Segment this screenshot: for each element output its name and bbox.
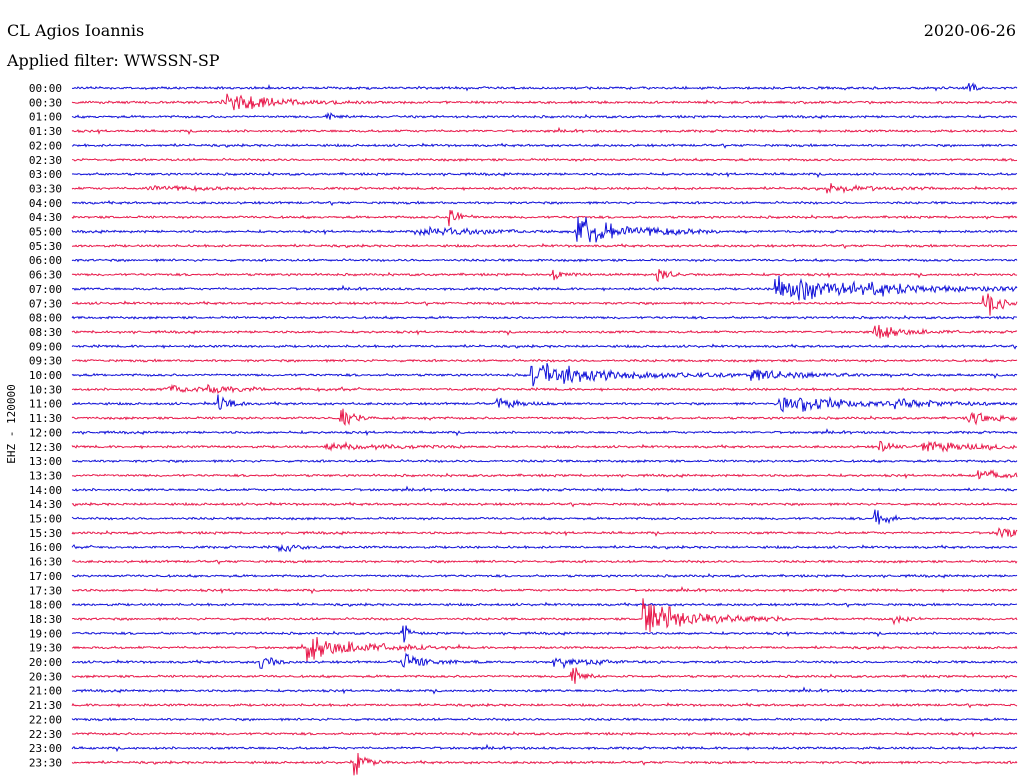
seismogram-trace xyxy=(72,183,1017,193)
seismogram-trace xyxy=(72,637,1017,662)
seismogram-trace xyxy=(72,325,1017,338)
row-time-label: 04:30 xyxy=(29,211,62,224)
seismogram-trace xyxy=(72,528,1017,536)
seismogram-trace xyxy=(72,745,1017,751)
row-time-label: 11:00 xyxy=(29,398,62,411)
row-time-label: 18:30 xyxy=(29,613,62,626)
seismogram-trace xyxy=(72,158,1017,161)
row-time-label: 14:30 xyxy=(29,498,62,511)
row-time-label: 02:30 xyxy=(29,154,62,167)
seismogram-trace xyxy=(72,409,1017,425)
row-time-label: 13:30 xyxy=(29,469,62,482)
seismogram-trace xyxy=(72,244,1017,248)
row-time-label: 17:00 xyxy=(29,570,62,583)
seismogram-trace xyxy=(72,294,1017,316)
seismogram-trace xyxy=(72,545,1017,551)
seismogram-trace xyxy=(72,654,1017,668)
row-time-label: 20:30 xyxy=(29,670,62,683)
y-axis-label: EHZ - 120000 xyxy=(5,384,18,463)
seismogram-trace xyxy=(72,703,1017,707)
seismogram-trace xyxy=(72,732,1017,736)
seismogram-trace xyxy=(72,269,1017,281)
row-time-label: 09:00 xyxy=(29,340,62,353)
seismogram-trace xyxy=(72,753,1017,775)
row-time-label: 00:00 xyxy=(29,82,62,95)
seismogram-trace xyxy=(72,603,1017,607)
seismogram-trace xyxy=(72,430,1017,436)
seismogram-trace xyxy=(72,510,1017,525)
row-time-label: 18:00 xyxy=(29,599,62,612)
row-time-label: 08:00 xyxy=(29,312,62,325)
row-time-label: 16:30 xyxy=(29,556,62,569)
row-time-label: 06:00 xyxy=(29,254,62,267)
seismogram-trace xyxy=(72,94,1017,110)
seismogram-trace xyxy=(72,363,1017,386)
seismogram-trace xyxy=(72,83,1017,91)
row-time-label: 23:00 xyxy=(29,742,62,755)
seismogram-trace xyxy=(72,259,1017,262)
seismogram-trace xyxy=(72,144,1017,148)
row-time-label: 11:30 xyxy=(29,412,62,425)
seismogram-trace xyxy=(72,172,1017,176)
row-time-label: 19:00 xyxy=(29,627,62,640)
seismogram-trace xyxy=(72,560,1017,564)
seismogram-trace xyxy=(72,487,1017,491)
row-time-label: 19:30 xyxy=(29,642,62,655)
row-time-label: 21:30 xyxy=(29,699,62,712)
seismogram-trace xyxy=(72,128,1017,134)
row-time-label: 05:30 xyxy=(29,240,62,253)
row-time-label: 22:30 xyxy=(29,728,62,741)
row-time-label: 15:00 xyxy=(29,513,62,526)
seismogram-trace xyxy=(72,626,1017,643)
row-time-label: 10:30 xyxy=(29,383,62,396)
row-time-label: 12:00 xyxy=(29,426,62,439)
seismogram-trace xyxy=(72,668,1017,684)
row-time-label: 01:00 xyxy=(29,111,62,124)
row-time-label: 13:00 xyxy=(29,455,62,468)
row-time-label: 15:30 xyxy=(29,527,62,540)
row-time-label: 03:30 xyxy=(29,182,62,195)
seismogram-trace xyxy=(72,385,1017,393)
seismogram-trace xyxy=(72,598,1017,632)
row-time-label: 12:30 xyxy=(29,441,62,454)
seismogram-trace xyxy=(72,345,1017,349)
row-time-label: 09:30 xyxy=(29,355,62,368)
row-time-label: 07:00 xyxy=(29,283,62,296)
seismogram-trace xyxy=(72,394,1017,411)
row-time-label: 22:00 xyxy=(29,713,62,726)
row-time-label: 02:00 xyxy=(29,139,62,152)
row-time-label: 14:00 xyxy=(29,484,62,497)
seismogram-trace xyxy=(72,460,1017,463)
row-time-label: 08:30 xyxy=(29,326,62,339)
row-time-label: 20:00 xyxy=(29,656,62,669)
row-time-label: 07:30 xyxy=(29,297,62,310)
row-time-label: 23:30 xyxy=(29,756,62,769)
row-time-label: 01:30 xyxy=(29,125,62,138)
seismogram-trace xyxy=(72,210,1017,226)
row-time-label: 16:00 xyxy=(29,541,62,554)
row-time-label: 21:00 xyxy=(29,685,62,698)
row-time-label: 06:30 xyxy=(29,269,62,282)
seismogram-trace xyxy=(72,217,1017,242)
seismogram-trace xyxy=(72,113,1017,119)
seismogram-trace xyxy=(72,574,1017,577)
seismogram-trace xyxy=(72,718,1017,721)
seismogram-trace xyxy=(72,502,1017,506)
seismogram-trace xyxy=(72,688,1017,694)
seismogram-trace xyxy=(72,316,1017,319)
row-time-label: 05:00 xyxy=(29,226,62,239)
seismogram-trace xyxy=(72,470,1017,478)
row-time-label: 10:00 xyxy=(29,369,62,382)
seismogram-trace xyxy=(72,359,1017,362)
row-time-label: 03:00 xyxy=(29,168,62,181)
row-time-label: 04:00 xyxy=(29,197,62,210)
seismogram-trace xyxy=(72,441,1017,451)
seismogram-trace xyxy=(72,201,1017,205)
row-time-label: 17:30 xyxy=(29,584,62,597)
seismogram-trace xyxy=(72,276,1017,301)
seismogram-trace xyxy=(72,587,1017,593)
row-time-label: 00:30 xyxy=(29,96,62,109)
